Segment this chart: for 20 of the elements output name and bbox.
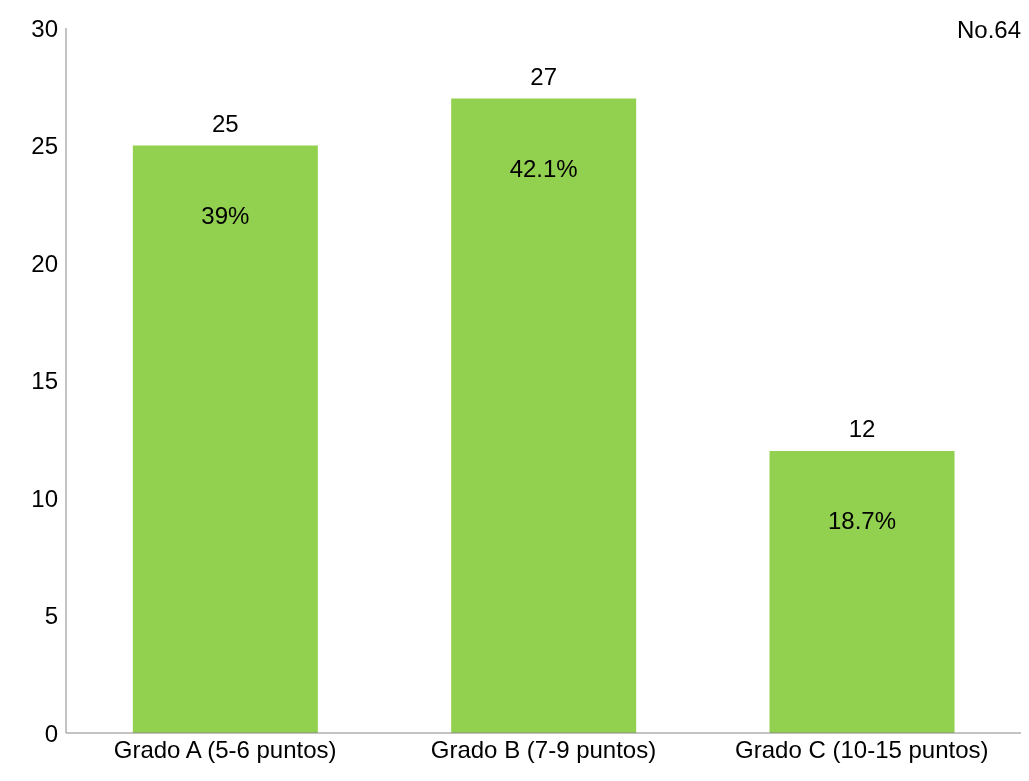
y-tick-label: 25	[31, 132, 58, 160]
data-label: 25	[212, 109, 239, 137]
bar	[451, 98, 637, 733]
y-tick-label: 0	[44, 719, 58, 747]
y-tick-label: 5	[44, 602, 58, 630]
bar	[132, 145, 318, 733]
x-tick-label: Grado B (7-9 puntos)	[430, 736, 657, 764]
bar	[769, 451, 955, 733]
annotation: 39%	[201, 201, 250, 229]
data-label: 12	[848, 415, 876, 442]
data-label: 27	[530, 62, 558, 90]
x-tick-label: Grado C (10-15 puntos)	[735, 736, 989, 764]
y-tick-label: 30	[31, 14, 58, 42]
annotation: 18.7%	[827, 507, 897, 534]
annotation: No.64	[956, 16, 1021, 44]
y-tick-label: 10	[31, 484, 58, 512]
x-tick-label: Grado A (5-6 puntos)	[113, 736, 337, 764]
y-tick-label: 15	[31, 367, 58, 395]
annotation: 42.1%	[509, 154, 578, 182]
y-tick-label: 20	[31, 249, 58, 277]
